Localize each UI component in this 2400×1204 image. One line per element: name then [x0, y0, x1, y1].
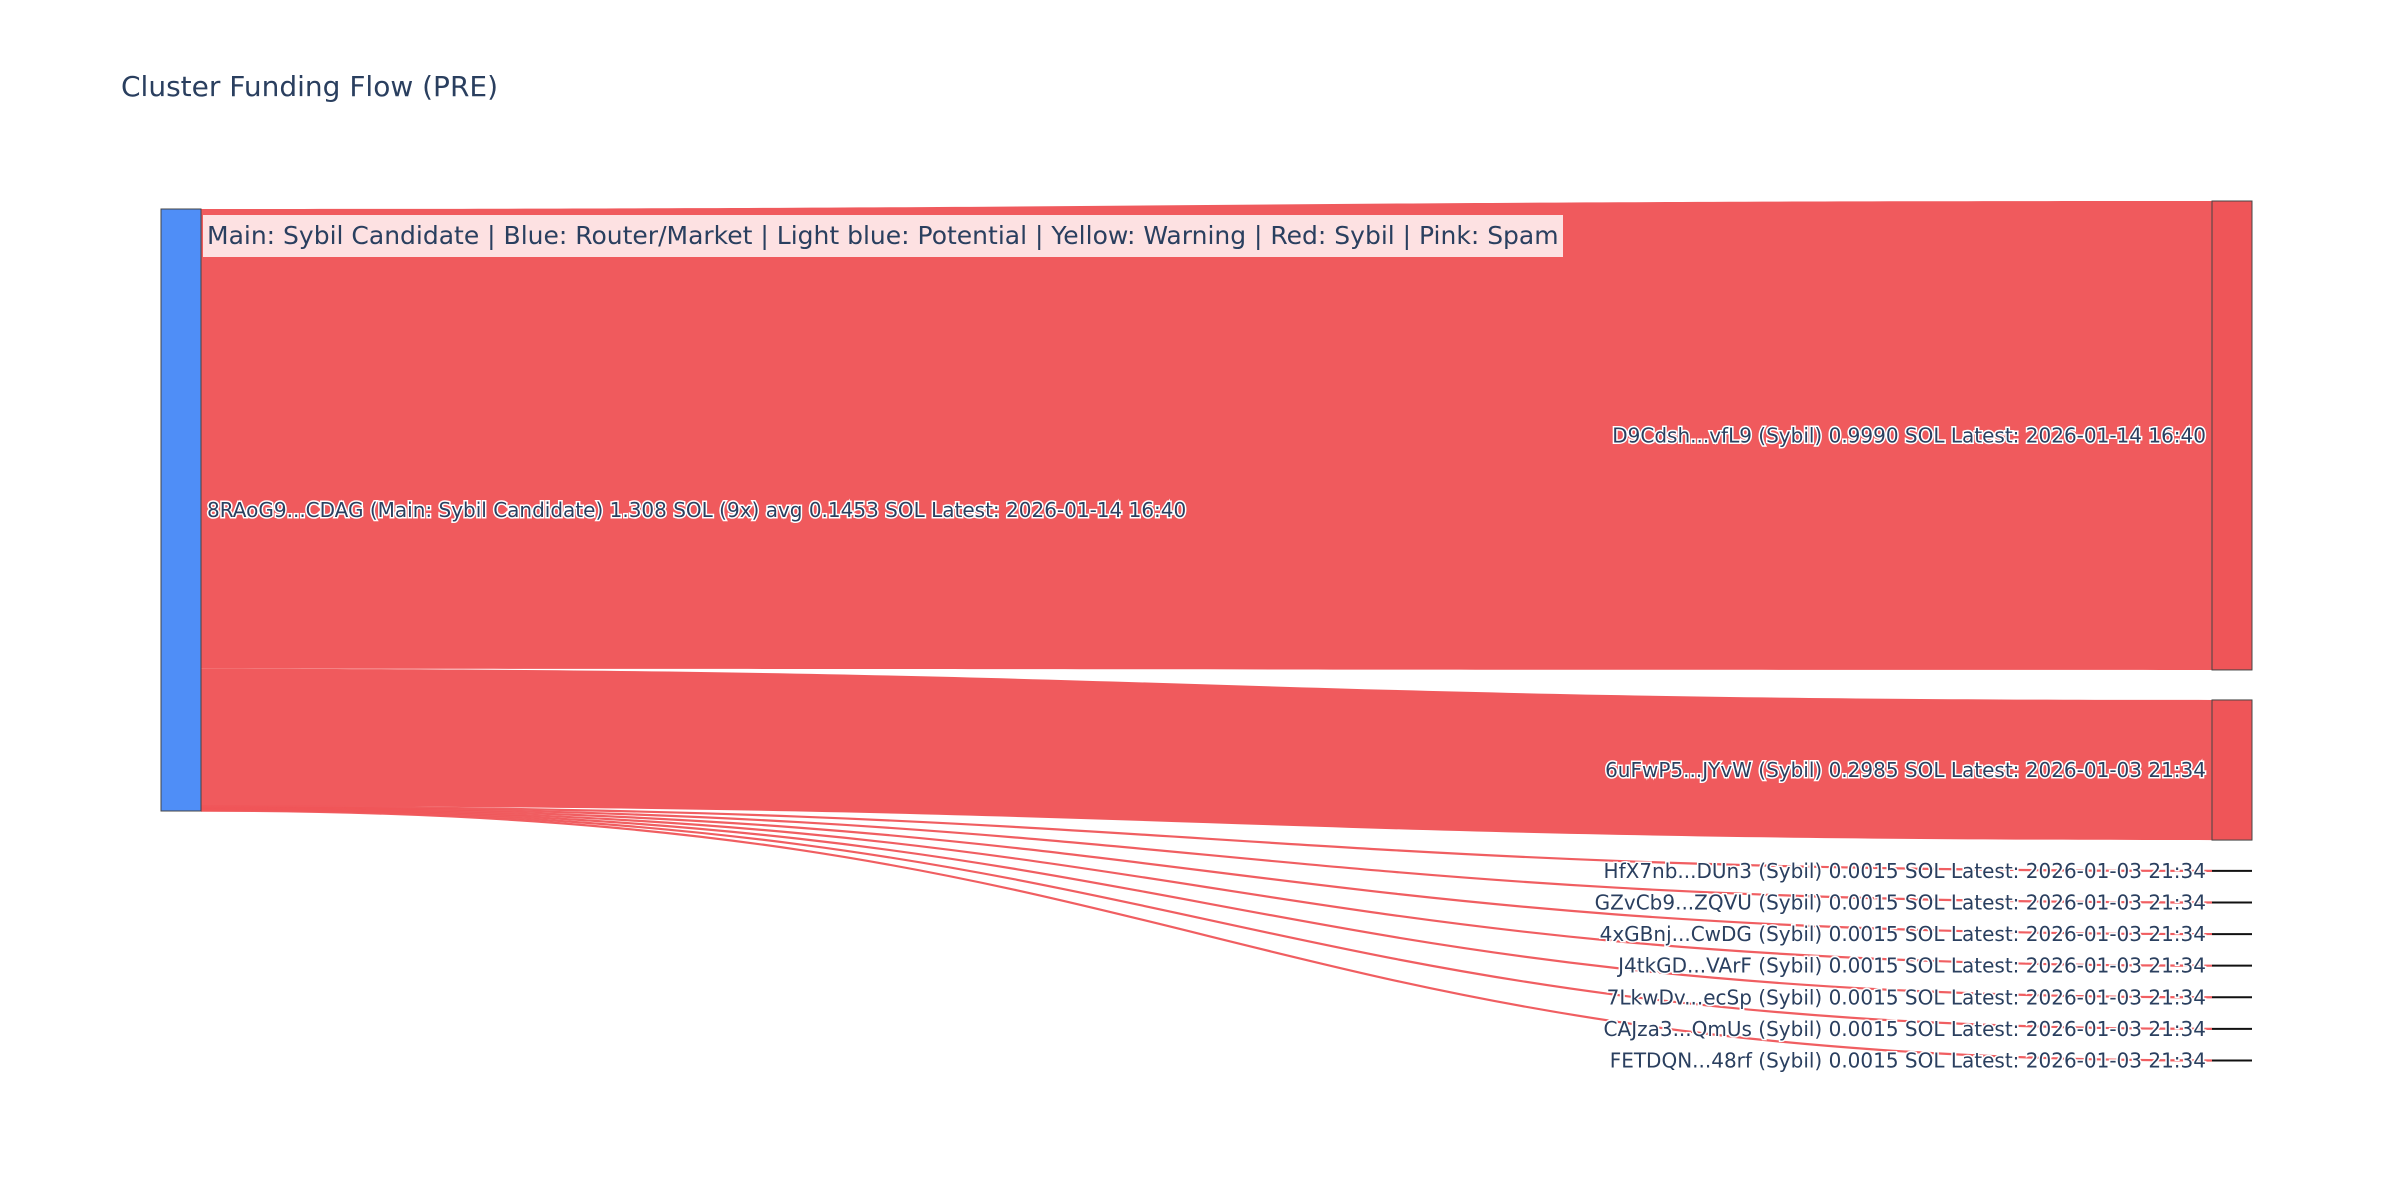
- target-label-7lkwdv-ecsp: 7LkwDv...ecSp (Sybil) 0.0015 SOL Latest:…: [1607, 985, 2206, 1009]
- target-label-d9cdsh-vfl9: D9Cdsh...vfL9 (Sybil) 0.9990 SOL Latest:…: [1612, 423, 2206, 447]
- target-label-j4tkgd-varf: J4tkGD...VArF (Sybil) 0.0015 SOL Latest:…: [1616, 954, 2206, 978]
- target-node-6ufwp5-jyvw[interactable]: [2211, 699, 2253, 841]
- nodes-layer: [160, 200, 2253, 1062]
- flow-link-gzvcb9-zqvu[interactable]: [200, 806, 2213, 904]
- flow-link-fetdqn-48rf[interactable]: [200, 809, 2213, 1062]
- source-node[interactable]: [160, 208, 202, 812]
- target-node-d9cdsh-vfl9[interactable]: [2211, 200, 2253, 671]
- source-label: 8RAoG9...CDAG (Main: Sybil Candidate) 1.…: [207, 498, 1186, 522]
- target-label-4xgbnj-cwdg: 4xGBnj...CwDG (Sybil) 0.0015 SOL Latest:…: [1600, 922, 2206, 946]
- flow-link-7lkwdv-ecsp[interactable]: [200, 808, 2213, 999]
- target-label-cajza3-qmus: CAJza3...QmUs (Sybil) 0.0015 SOL Latest:…: [1604, 1017, 2206, 1041]
- target-label-fetdqn-48rf: FETDQN...48rf (Sybil) 0.0015 SOL Latest:…: [1610, 1048, 2206, 1072]
- chart-title: Cluster Funding Flow (PRE): [121, 70, 499, 103]
- target-label-6ufwp5-jyvw: 6uFwP5...JYvW (Sybil) 0.2985 SOL Latest:…: [1605, 758, 2206, 782]
- labels-layer: D9Cdsh...vfL9 (Sybil) 0.9990 SOL Latest:…: [206, 422, 2208, 1074]
- flow-link-hfx7nb-dun3[interactable]: [200, 805, 2213, 872]
- flow-link-j4tkgd-varf[interactable]: [200, 807, 2213, 967]
- flow-link-cajza3-qmus[interactable]: [200, 808, 2213, 1030]
- target-label-gzvcb9-zqvu: GZvCb9...ZQVU (Sybil) 0.0015 SOL Latest:…: [1595, 890, 2206, 914]
- links-layer: [200, 201, 2213, 1062]
- flow-link-d9cdsh-vfl9[interactable]: [201, 201, 2212, 670]
- flow-link-4xgbnj-cwdg[interactable]: [200, 806, 2213, 936]
- legend-note: Main: Sybil Candidate | Blue: Router/Mar…: [203, 215, 1563, 257]
- target-label-hfx7nb-dun3: HfX7nb...DUn3 (Sybil) 0.0015 SOL Latest:…: [1604, 859, 2206, 883]
- flow-link-6ufwp5-jyvw[interactable]: [201, 668, 2212, 841]
